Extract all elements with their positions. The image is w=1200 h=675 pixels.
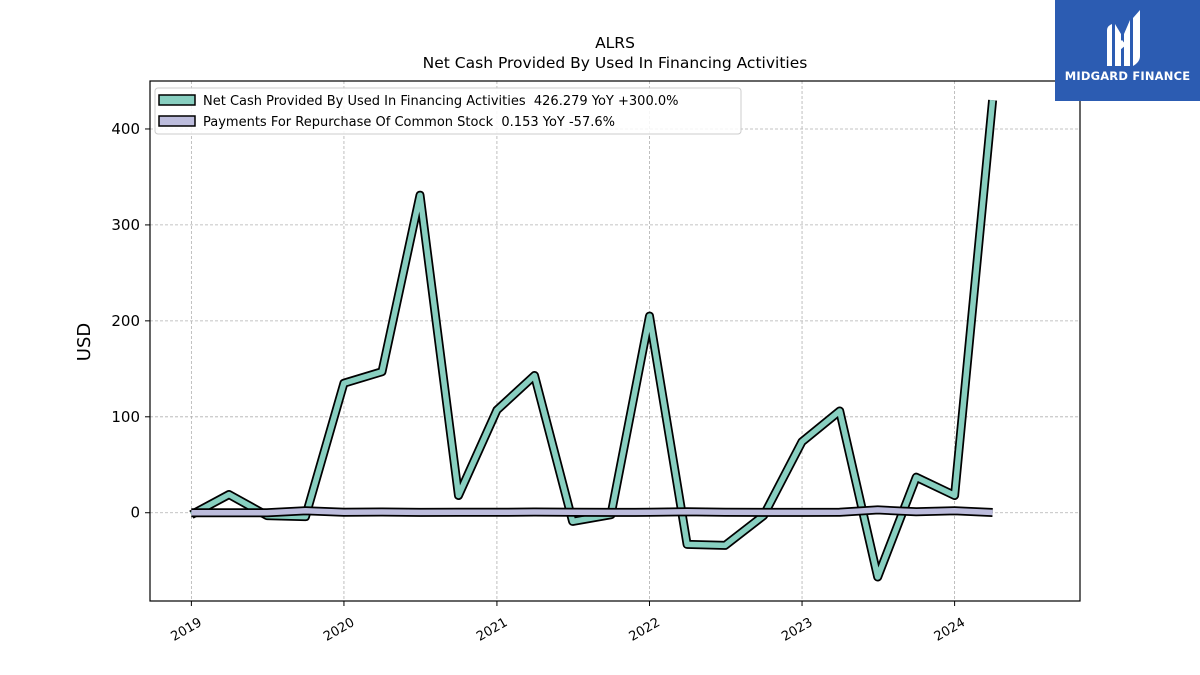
y-tick-label: 200 — [111, 312, 140, 330]
x-tick-label: 2024 — [932, 615, 968, 645]
legend-swatch-repurchase — [158, 115, 196, 127]
x-tick-label: 2020 — [321, 615, 357, 645]
chart-title: ALRS — [595, 34, 635, 52]
net-cash-financing-line — [190, 99, 996, 580]
y-tick-label: 300 — [111, 216, 140, 234]
repurchase-common-stock-line — [191, 507, 993, 516]
chart-subtitle: Net Cash Provided By Used In Financing A… — [423, 54, 808, 72]
legend-box — [154, 87, 742, 135]
net-cash-financing-line-outline — [189, 99, 998, 582]
y-tick-label: 0 — [130, 504, 140, 522]
x-tick-label: 2023 — [779, 615, 815, 645]
legend-label-net-cash: Net Cash Provided By Used In Financing A… — [203, 94, 678, 109]
y-axis-label: USD — [74, 323, 95, 361]
x-tick-label: 2022 — [627, 615, 663, 645]
logo-text: MIDGARD FINANCE — [1064, 69, 1191, 83]
y-tick-label: 100 — [111, 408, 140, 426]
plot-frame — [149, 80, 1081, 602]
legend-label-repurchase: Payments For Repurchase Of Common Stock … — [203, 115, 615, 130]
x-tick-label: 2021 — [474, 615, 510, 645]
grid-lines — [150, 81, 1080, 601]
x-tick-label: 2019 — [169, 615, 205, 645]
legend-swatch-net-cash — [158, 94, 196, 106]
midgard-m-logo-icon — [1107, 10, 1140, 66]
midgard-finance-logo: MIDGARD FINANCE — [1055, 0, 1200, 101]
legend: Net Cash Provided By Used In Financing A… — [154, 87, 742, 135]
y-tick-label: 400 — [111, 120, 140, 138]
series-lines — [189, 99, 998, 582]
